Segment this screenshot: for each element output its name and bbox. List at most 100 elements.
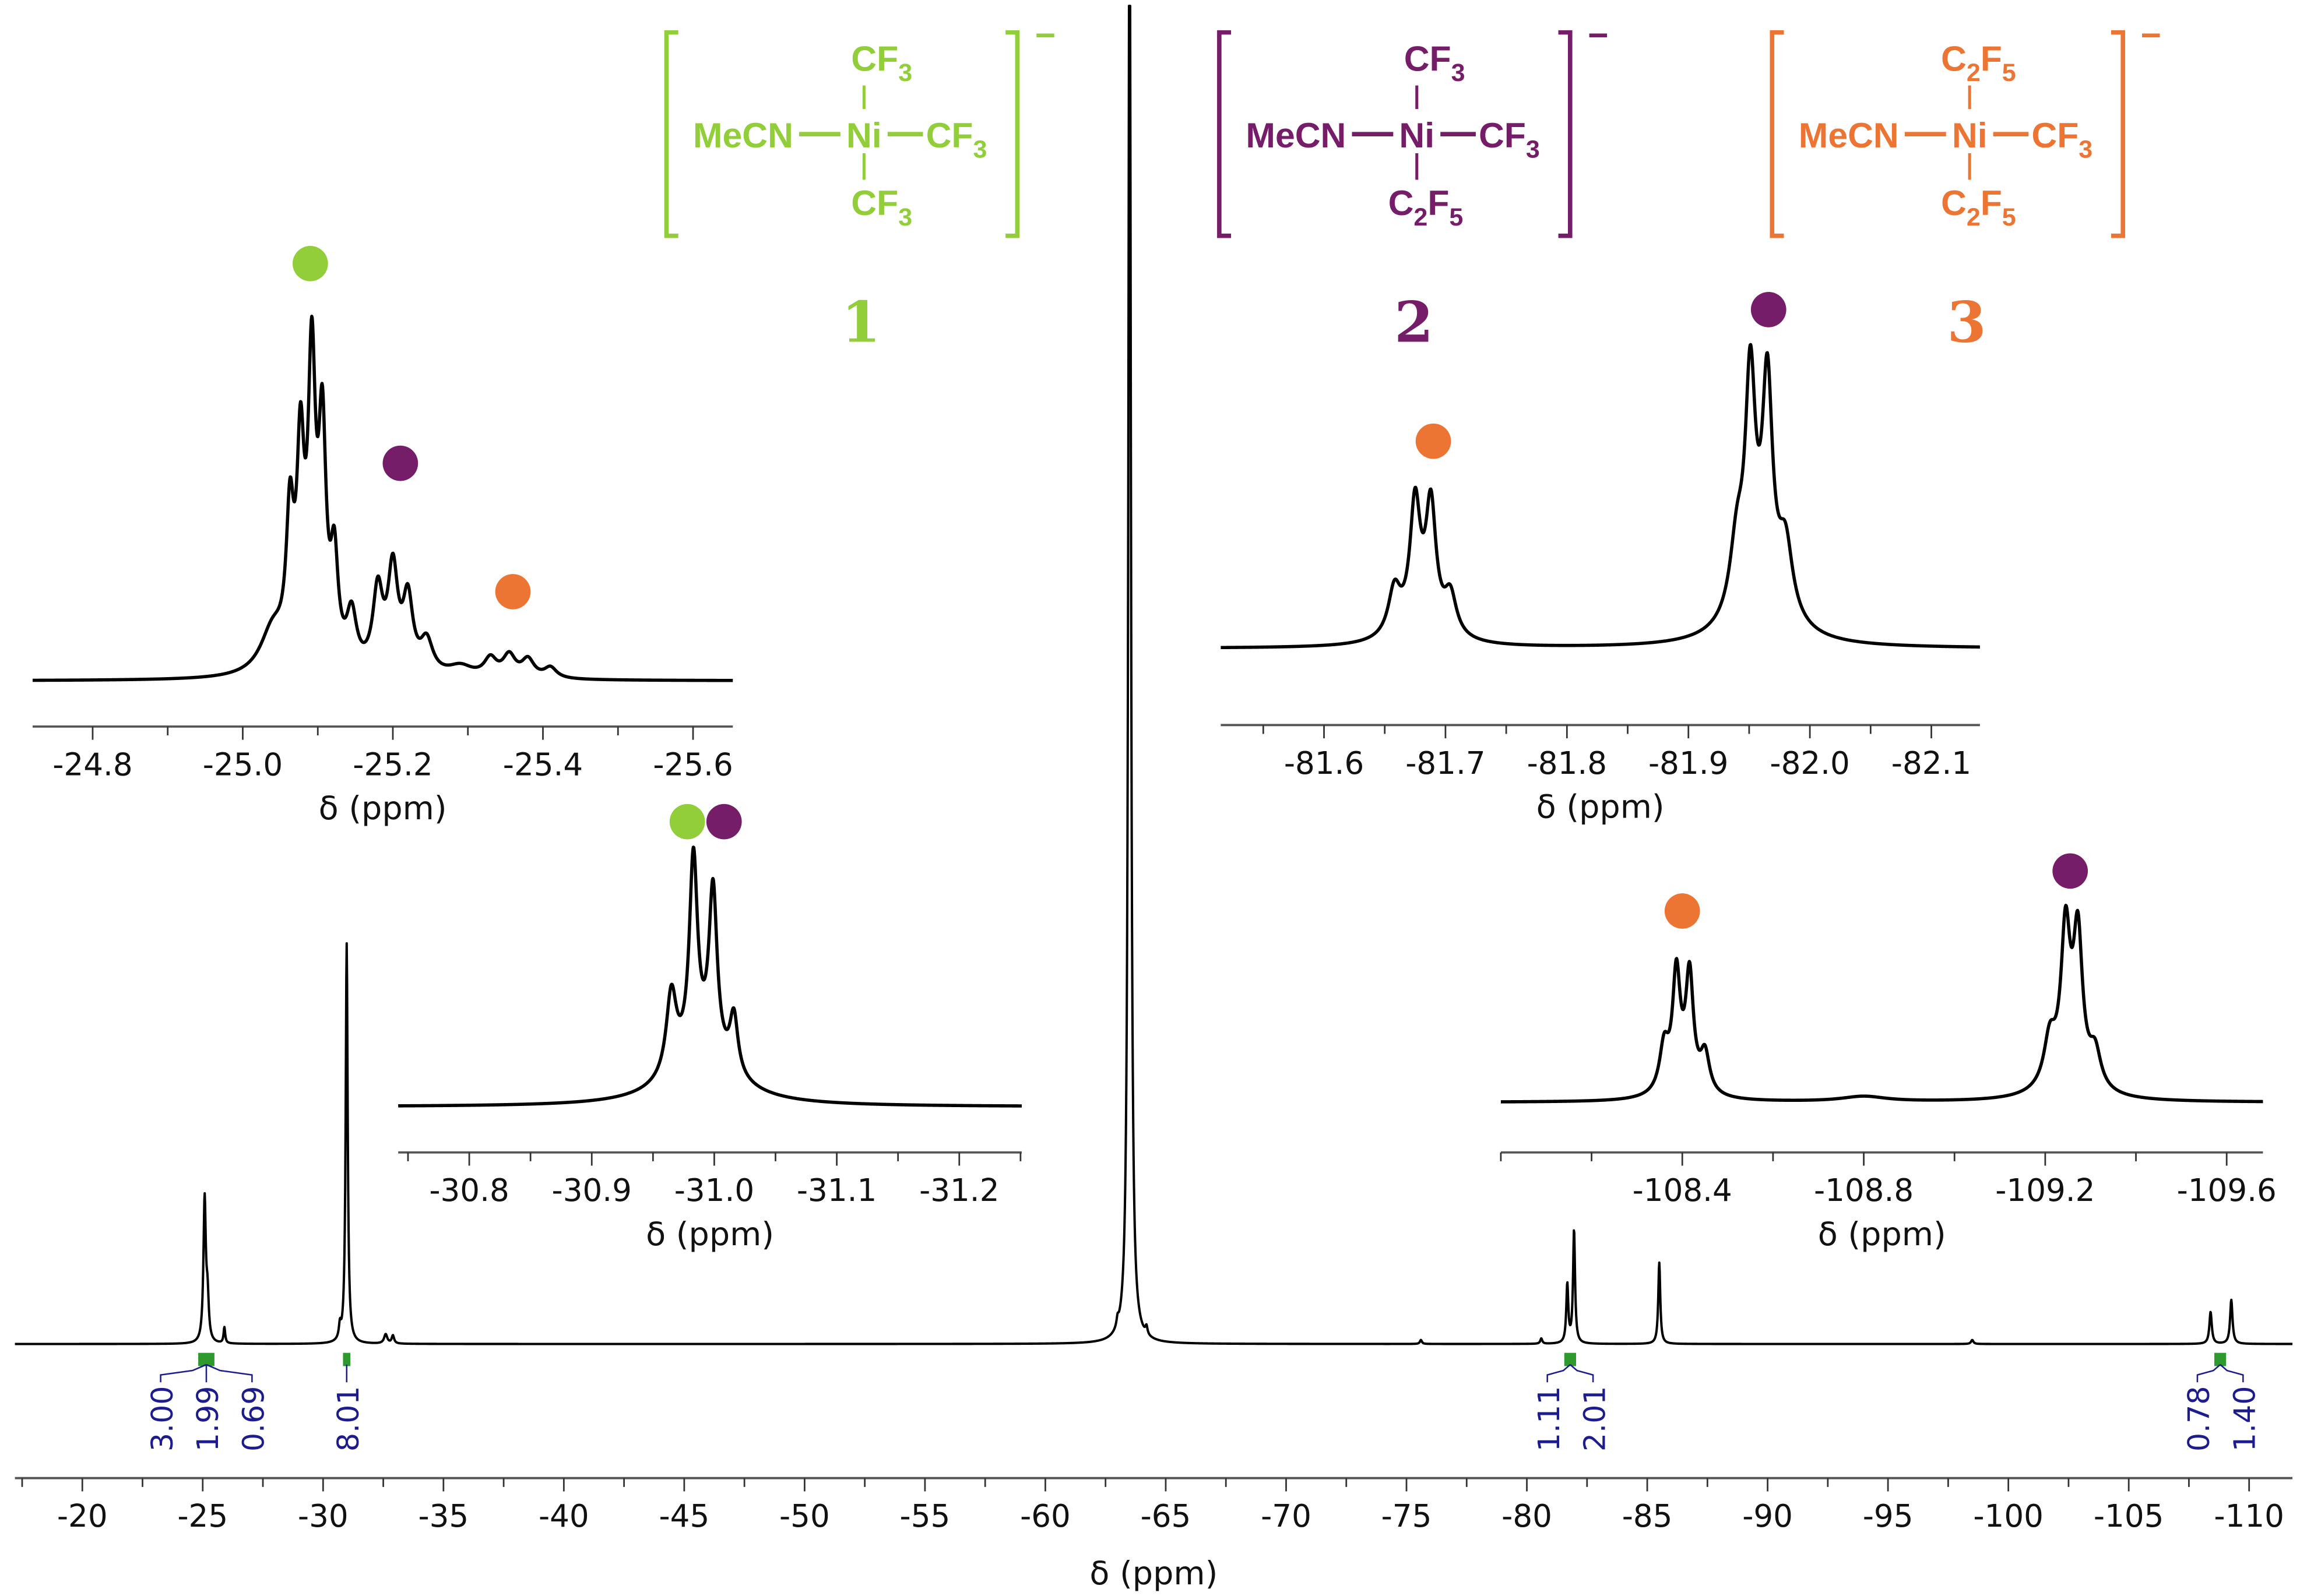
compound-marker-dot [293, 246, 328, 281]
subscript: 5 [2002, 59, 2016, 87]
formula-part: CF [851, 183, 898, 223]
x-tick-label: -31.1 [797, 1172, 877, 1209]
x-tick-label: -82.0 [1770, 745, 1849, 781]
subscript: 5 [2002, 203, 2016, 231]
formula-part: MeCN [693, 115, 793, 155]
formula-part: F [1981, 38, 2002, 78]
formula-part: C [1941, 38, 1967, 78]
left-bracket [1770, 30, 1784, 238]
charge-sign: − [1588, 15, 1608, 55]
subscript: 3 [1451, 59, 1465, 87]
x-tick-label: -95 [1863, 1498, 1914, 1534]
integral-value: 1.40 [2228, 1386, 2262, 1452]
x-tick-label: -100 [1973, 1498, 2044, 1534]
x-tick-label: -50 [779, 1498, 830, 1534]
x-tick-label: -45 [659, 1498, 710, 1534]
x-tick-label: -90 [1742, 1498, 1793, 1534]
integral-connector [160, 1364, 207, 1383]
formula-part: CF [1404, 38, 1451, 78]
inset-2-plot: -30.8 -30.9 -31.0 -31.1 -31.2 δ (ppm) [397, 804, 1024, 1253]
x-tick-label: -80 [1501, 1498, 1552, 1534]
x-tick-label: -70 [1261, 1498, 1311, 1534]
ligand-bottom: CF3​ [851, 183, 912, 231]
compound-marker-dot [1750, 292, 1786, 327]
right-bracket [1558, 30, 1573, 238]
compound-marker-dot [495, 574, 531, 609]
inset-1-plot: -24.8 -25.0 -25.2 -25.4 -25.6 δ (ppm) [31, 246, 734, 827]
ligand-left: MeCN [1246, 115, 1346, 155]
x-axis-title: δ (ppm) [646, 1216, 774, 1253]
x-tick-label: -81.7 [1405, 745, 1485, 781]
x-tick-label: -35 [418, 1498, 469, 1534]
formula-part: CF [926, 115, 973, 155]
x-axis-title: δ (ppm) [1536, 788, 1665, 826]
ligand-bottom: C2​F5​ [1941, 183, 2016, 231]
x-tick-label: -40 [539, 1498, 589, 1534]
formula-part: F [1981, 183, 2002, 223]
x-tick-label: -75 [1381, 1498, 1432, 1534]
subscript: 3 [973, 136, 987, 164]
integral-value: 3.00 [145, 1386, 180, 1452]
inset-3-plot: -81.6 -81.7 -81.8 -81.9 -82.0 -82.1 δ (ppm) [1219, 292, 1981, 826]
x-tick-label: -24.8 [52, 746, 132, 783]
structure-compound-1: − MeCN Ni CF3​ CF3​ CF3​ 1 [664, 15, 1056, 355]
x-axis-title: δ (ppm) [319, 790, 447, 827]
ligand-top: C2​F5​ [1941, 38, 2016, 87]
formula-part: CF [851, 38, 898, 78]
integral-marker [343, 1352, 351, 1366]
subscript: 5 [1449, 203, 1463, 231]
ligand-top: CF3​ [1404, 38, 1465, 87]
formula-part: MeCN [1799, 115, 1899, 155]
integral-value: 1.11 [1532, 1386, 1566, 1452]
x-tick-label: -30 [298, 1498, 349, 1534]
integral-value: 0.69 [237, 1386, 271, 1452]
compound-number: 3 [1947, 290, 1986, 355]
integral-value: 8.01 [331, 1386, 365, 1452]
left-bracket [1217, 30, 1232, 238]
main-trace [14, 5, 2294, 1345]
formula-part: C [1941, 183, 1967, 223]
compound-marker-dot [669, 804, 705, 840]
integral-marker [198, 1352, 214, 1366]
x-tick-label: -85 [1622, 1498, 1673, 1534]
main-plot: -20 -25 -30 -35 -40 -45 -50 -55 -60 -65 -70 -75 -80 -… [14, 5, 2294, 1593]
x-tick-label: -82.1 [1891, 745, 1971, 781]
x-axis-title: δ (ppm) [1089, 1555, 1218, 1593]
subscript: 3 [1526, 136, 1540, 164]
ligand-left: MeCN [1799, 115, 1899, 155]
x-tick-label: -60 [1020, 1498, 1071, 1534]
compound-number: 1 [842, 290, 881, 355]
right-bracket [2111, 30, 2125, 238]
x-tick-label: -55 [900, 1498, 951, 1534]
x-tick-label: -25.6 [653, 746, 733, 783]
x-axis-title: δ (ppm) [1818, 1216, 1946, 1253]
integral-connector [1570, 1364, 1594, 1383]
x-tick-label: -31.0 [674, 1172, 754, 1209]
ligand-top: CF3​ [851, 38, 912, 87]
integral-connector [206, 1364, 253, 1383]
integral-marker [2214, 1352, 2227, 1366]
ligand-right: CF3​ [2031, 115, 2092, 164]
x-tick-label: -25.0 [203, 746, 283, 783]
subscript: 2 [1967, 203, 1981, 231]
inset-4-plot: -108.4 -108.8 -109.2 -109.6 δ (ppm) [1500, 853, 2277, 1253]
subscript: 3 [2079, 136, 2092, 164]
right-bracket [1005, 30, 1020, 238]
formula-part: F [1427, 183, 1449, 223]
x-tick-label: -105 [2094, 1498, 2164, 1534]
x-tick-label: -108.8 [1814, 1172, 1914, 1209]
subscript: 2 [1967, 59, 1981, 87]
x-tick-label: -109.6 [2177, 1172, 2277, 1209]
ligand-right: CF3​ [926, 115, 987, 164]
integral-value: 1.99 [191, 1386, 225, 1452]
metal-center: Ni [1399, 115, 1434, 155]
inset-2-trace [397, 845, 1024, 1108]
ligand-right: CF3​ [1479, 115, 1540, 164]
subscript: 3 [898, 59, 912, 87]
x-tick-label: -25.2 [353, 746, 432, 783]
x-tick-label: -31.2 [919, 1172, 999, 1209]
x-tick-label: -65 [1141, 1498, 1191, 1534]
subscript: 3 [898, 203, 912, 231]
